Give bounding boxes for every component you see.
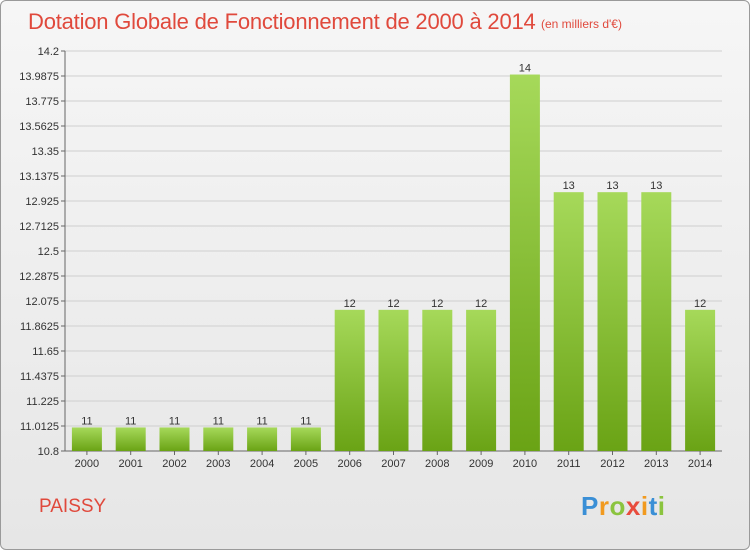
proxiti-logo: Proxiti [581,491,666,521]
y-tick-label: 13.9875 [19,71,59,83]
y-tick-label: 14.2 [38,46,59,58]
bar-2010 [509,74,540,451]
bar-2005 [290,427,321,451]
bar-2003 [203,427,234,451]
x-tick-label-2004: 2004 [250,458,274,470]
y-tick-label: 11.225 [26,396,59,408]
x-tick-label-2000: 2000 [75,458,99,470]
bar-2001 [115,427,146,451]
y-tick-label: 13.1375 [19,171,59,183]
bar-2012 [597,192,628,452]
bar-2009 [466,309,497,451]
y-tick-label: 12.925 [25,196,59,208]
y-tick-label: 13.775 [25,96,59,108]
y-tick-label: 11.0125 [20,421,59,433]
y-tick-label: 12.075 [25,296,59,308]
data-label-2005: 11 [300,415,311,427]
bar-2014 [685,309,716,451]
data-label-2000: 11 [81,415,92,427]
bar-2007 [378,309,409,451]
y-tick-label: 11.65 [32,346,59,358]
bar-2002 [159,427,190,451]
x-tick-label-2002: 2002 [162,458,186,470]
bar-2013 [641,192,672,452]
y-tick-label: 12.2875 [19,271,59,283]
data-label-2007: 12 [387,298,399,310]
bar-2004 [247,427,278,451]
x-tick-label-2013: 2013 [644,458,668,470]
data-label-2011: 13 [563,180,575,192]
bar-2006 [334,309,365,451]
x-tick-label-2007: 2007 [381,458,405,470]
data-label-2012: 13 [606,180,618,192]
chart-title: Dotation Globale de Fonctionnement de 20… [28,9,536,34]
x-tick-label-2012: 2012 [600,458,624,470]
data-label-2004: 11 [256,415,267,427]
data-label-2010: 14 [519,63,531,75]
bar-2008 [422,309,453,451]
chart-subtitle: (en milliers d'€) [541,17,622,31]
y-tick-label: 11.8625 [20,321,59,333]
data-label-2003: 11 [213,415,224,427]
x-tick-label-2001: 2001 [118,458,142,470]
data-label-2002: 11 [169,415,180,427]
data-label-2006: 12 [344,298,356,310]
y-tick-label: 13.35 [31,146,59,158]
y-tick-label: 12.5 [38,246,59,258]
y-tick-label: 12.7125 [19,221,59,233]
x-tick-label-2003: 2003 [206,458,230,470]
x-tick-label-2014: 2014 [688,458,712,470]
y-tick-label: 13.5625 [19,121,59,133]
data-label-2008: 12 [431,298,443,310]
data-label-2014: 12 [694,298,706,310]
y-tick-label: 10.8 [38,446,59,458]
x-tick-label-2010: 2010 [513,458,537,470]
y-tick-label: 11.4375 [20,371,59,383]
data-label-2013: 13 [650,180,662,192]
location-label: PAISSY [39,496,107,517]
x-tick-label-2009: 2009 [469,458,493,470]
x-tick-label-2005: 2005 [294,458,318,470]
x-tick-label-2008: 2008 [425,458,449,470]
x-tick-label-2011: 2011 [557,458,581,470]
data-label-2001: 11 [125,415,136,427]
bar-2000 [71,427,102,451]
x-tick-label-2006: 2006 [337,458,361,470]
data-label-2009: 12 [475,298,487,310]
bar-2011 [553,192,584,452]
